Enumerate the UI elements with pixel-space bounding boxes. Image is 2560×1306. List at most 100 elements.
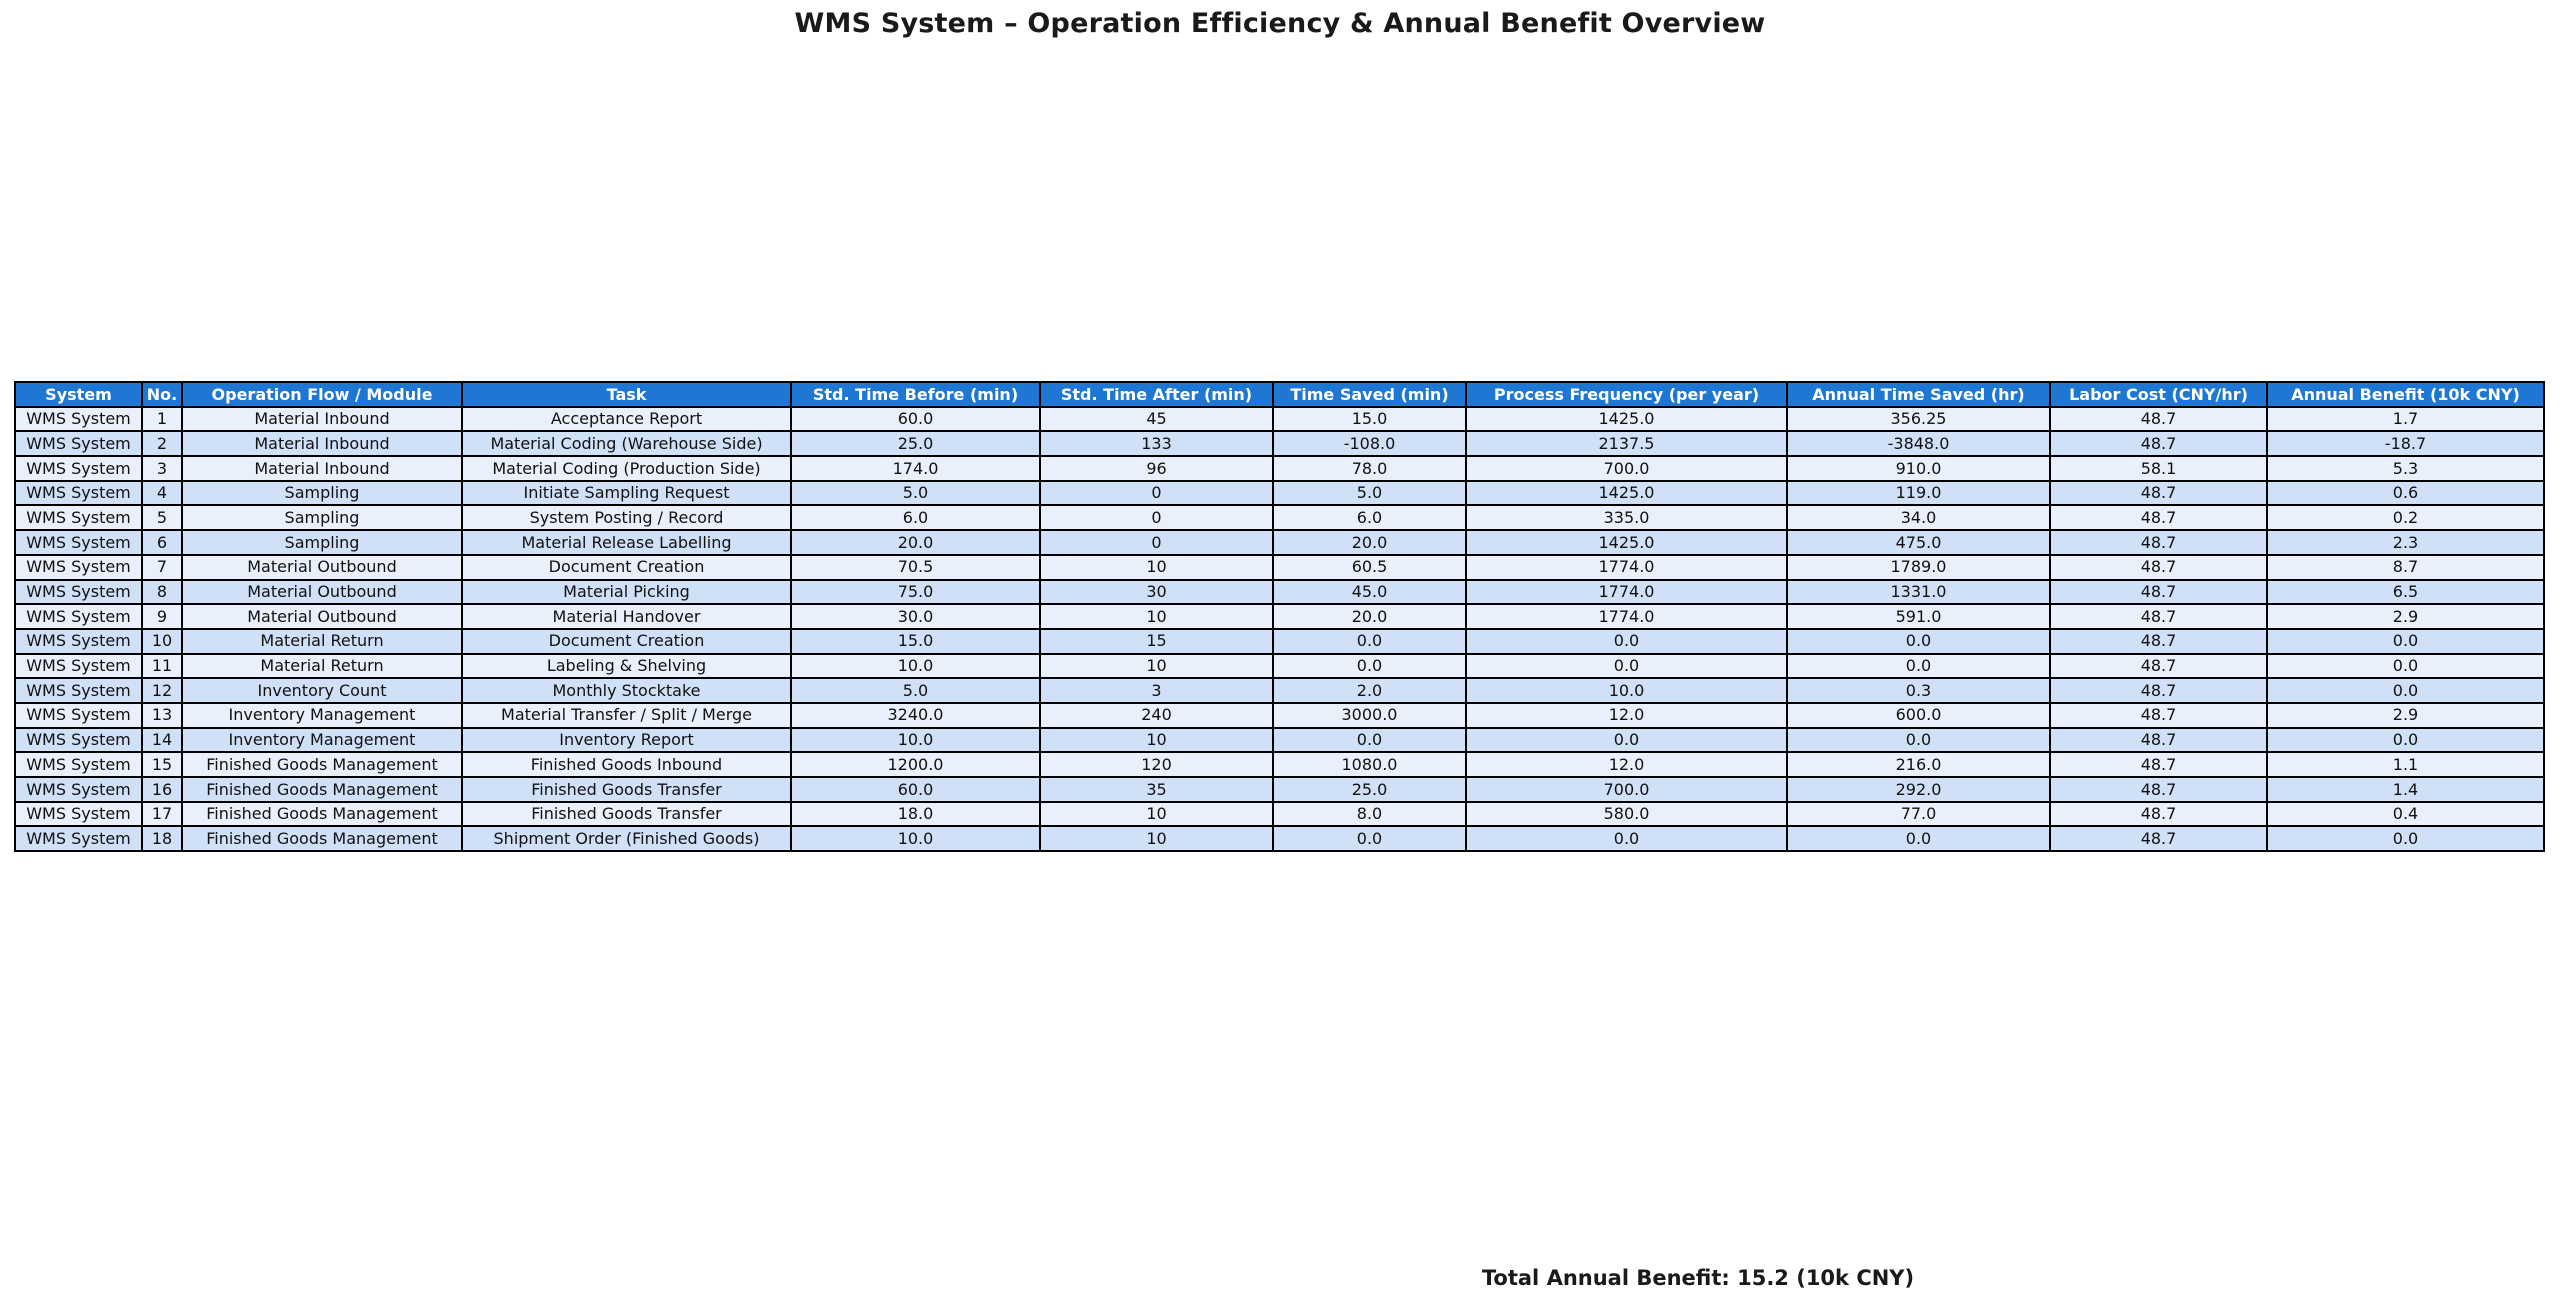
table-cell: WMS System bbox=[14, 430, 143, 458]
table-cell: 14 bbox=[141, 726, 183, 754]
table-cell: 0.0 bbox=[1272, 825, 1467, 853]
table-cell: WMS System bbox=[14, 455, 143, 482]
table-cell: 60.0 bbox=[790, 405, 1041, 433]
table-cell: 12 bbox=[141, 677, 183, 704]
column-header: Process Frequency (per year) bbox=[1465, 381, 1788, 408]
table-cell: 1.4 bbox=[2266, 776, 2545, 803]
table-cell: 0.0 bbox=[1272, 627, 1467, 655]
table-cell: Material Return bbox=[181, 652, 463, 680]
table-cell: 60.0 bbox=[790, 776, 1041, 803]
table-cell: 5.0 bbox=[790, 479, 1041, 507]
table-row: WMS System 5 Sampling System Posting / Reco… bbox=[14, 504, 2545, 532]
table-cell: 12.0 bbox=[1465, 701, 1788, 729]
table-cell: 356.25 bbox=[1786, 405, 2051, 433]
table-cell: 8 bbox=[141, 578, 183, 606]
table-cell: 119.0 bbox=[1786, 479, 2051, 507]
table-cell: 0.0 bbox=[1786, 825, 2051, 853]
table-cell: -18.7 bbox=[2266, 430, 2545, 458]
table-row: WMS System 11 Material Return Labeling & Sh… bbox=[14, 652, 2545, 680]
table-cell: WMS System bbox=[14, 677, 143, 704]
table-cell: Sampling bbox=[181, 504, 463, 532]
table-row: WMS System 15 Finished Goods Management Fin… bbox=[14, 751, 2545, 778]
table-cell: 3000.0 bbox=[1272, 701, 1467, 729]
table-cell: Shipment Order (Finished Goods) bbox=[461, 825, 792, 853]
table-cell: WMS System bbox=[14, 504, 143, 532]
table-cell: Inventory Management bbox=[181, 701, 463, 729]
table-cell: 75.0 bbox=[790, 578, 1041, 606]
table-cell: 580.0 bbox=[1465, 800, 1788, 828]
table-cell: WMS System bbox=[14, 603, 143, 630]
table-cell: Material Release Labelling bbox=[461, 529, 792, 556]
table-cell: 2 bbox=[141, 430, 183, 458]
table-cell: WMS System bbox=[14, 800, 143, 828]
table-cell: -108.0 bbox=[1272, 430, 1467, 458]
total-annual-benefit-label: Total Annual Benefit: 15.2 (10k CNY) bbox=[1481, 1266, 1915, 1290]
table-cell: 0.0 bbox=[2266, 677, 2545, 704]
table-cell: 48.7 bbox=[2049, 430, 2268, 458]
column-header: Annual Benefit (10k CNY) bbox=[2266, 381, 2545, 408]
table-cell: 10 bbox=[1039, 825, 1274, 853]
table-cell: 10 bbox=[1039, 726, 1274, 754]
header-row: System No. Operation Flow / Module Task Std.… bbox=[14, 381, 2545, 408]
table-cell: 15.0 bbox=[790, 627, 1041, 655]
table-cell: 78.0 bbox=[1272, 455, 1467, 482]
table-cell: 1.7 bbox=[2266, 405, 2545, 433]
table-cell: Sampling bbox=[181, 529, 463, 556]
table-cell: 48.7 bbox=[2049, 751, 2268, 778]
table-cell: 10 bbox=[141, 627, 183, 655]
table-cell: -3848.0 bbox=[1786, 430, 2051, 458]
table-cell: Finished Goods Transfer bbox=[461, 800, 792, 828]
table-cell: 11 bbox=[141, 652, 183, 680]
table-cell: 10.0 bbox=[1465, 677, 1788, 704]
table-cell: 6.5 bbox=[2266, 578, 2545, 606]
table-cell: 60.5 bbox=[1272, 553, 1467, 581]
table-cell: Document Creation bbox=[461, 627, 792, 655]
table-cell: 0.0 bbox=[2266, 825, 2545, 853]
table-cell: 240 bbox=[1039, 701, 1274, 729]
table-cell: 45 bbox=[1039, 405, 1274, 433]
table-cell: 600.0 bbox=[1786, 701, 2051, 729]
table-cell: 5.0 bbox=[790, 677, 1041, 704]
table-cell: 48.7 bbox=[2049, 726, 2268, 754]
table-cell: Material Return bbox=[181, 627, 463, 655]
table-cell: 7 bbox=[141, 553, 183, 581]
table-cell: WMS System bbox=[14, 553, 143, 581]
table-row: WMS System 8 Material Outbound Material Pic… bbox=[14, 578, 2545, 606]
table-cell: 292.0 bbox=[1786, 776, 2051, 803]
table-cell: Inventory Management bbox=[181, 726, 463, 754]
column-header: Annual Time Saved (hr) bbox=[1786, 381, 2051, 408]
table-cell: 12.0 bbox=[1465, 751, 1788, 778]
table-cell: 0.4 bbox=[2266, 800, 2545, 828]
table-cell: 1200.0 bbox=[790, 751, 1041, 778]
table-cell: WMS System bbox=[14, 479, 143, 507]
table-cell: Material Outbound bbox=[181, 553, 463, 581]
table-cell: 48.7 bbox=[2049, 578, 2268, 606]
table-cell: Monthly Stocktake bbox=[461, 677, 792, 704]
table-cell: 17 bbox=[141, 800, 183, 828]
table-row: WMS System 10 Material Return Document Crea… bbox=[14, 627, 2545, 655]
table-cell: WMS System bbox=[14, 578, 143, 606]
table-cell: 3240.0 bbox=[790, 701, 1041, 729]
table-cell: 216.0 bbox=[1786, 751, 2051, 778]
table-cell: Material Outbound bbox=[181, 603, 463, 630]
table-header: System No. Operation Flow / Module Task Std.… bbox=[14, 381, 2545, 408]
table-cell: 1774.0 bbox=[1465, 603, 1788, 630]
table-cell: WMS System bbox=[14, 726, 143, 754]
table-cell: 48.7 bbox=[2049, 677, 2268, 704]
table-cell: Material Handover bbox=[461, 603, 792, 630]
table-cell: 475.0 bbox=[1786, 529, 2051, 556]
table-cell: 0.0 bbox=[1272, 726, 1467, 754]
table-cell: 48.7 bbox=[2049, 627, 2268, 655]
table-cell: 25.0 bbox=[1272, 776, 1467, 803]
table-cell: 34.0 bbox=[1786, 504, 2051, 532]
table-cell: 0.0 bbox=[1786, 726, 2051, 754]
table-row: WMS System 7 Material Outbound Document Cre… bbox=[14, 553, 2545, 581]
table-cell: 25.0 bbox=[790, 430, 1041, 458]
table-cell: 48.7 bbox=[2049, 553, 2268, 581]
table-cell: Finished Goods Transfer bbox=[461, 776, 792, 803]
table-cell: 0.0 bbox=[2266, 627, 2545, 655]
table-cell: 1080.0 bbox=[1272, 751, 1467, 778]
column-header: Labor Cost (CNY/hr) bbox=[2049, 381, 2268, 408]
table-cell: 5.0 bbox=[1272, 479, 1467, 507]
table-cell: 8.0 bbox=[1272, 800, 1467, 828]
